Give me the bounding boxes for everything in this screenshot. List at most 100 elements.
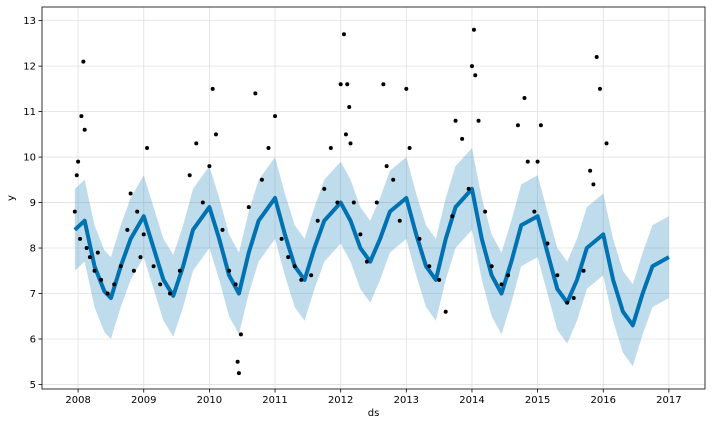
observed-point (384, 164, 389, 169)
observed-point (469, 64, 474, 69)
observed-point (309, 273, 314, 278)
observed-point (131, 268, 136, 273)
observed-point (207, 164, 212, 169)
observed-point (112, 282, 117, 287)
observed-point (591, 182, 596, 187)
y-tick-label: 7 (30, 289, 36, 300)
x-tick-label: 2009 (131, 395, 156, 406)
observed-point (555, 273, 560, 278)
observed-point (177, 268, 182, 273)
observed-point (315, 218, 320, 223)
y-axis-ticks: 5 6 7 8 9 10 11 12 13 (23, 16, 42, 391)
observed-point (453, 118, 458, 123)
y-tick-label: 11 (23, 107, 36, 118)
plot-frame (41, 6, 706, 390)
observed-point (565, 300, 570, 305)
observed-point (213, 132, 218, 137)
x-tick-label: 2013 (394, 395, 419, 406)
observed-point (489, 264, 494, 269)
observed-point (322, 186, 327, 191)
observed-point (299, 277, 304, 282)
observed-point (328, 145, 333, 150)
x-tick-label: 2017 (656, 395, 681, 406)
observed-point (194, 141, 199, 146)
observed-point (343, 132, 348, 137)
observed-point (81, 59, 86, 64)
observed-point (515, 123, 520, 128)
x-tick-label: 2014 (459, 395, 484, 406)
observed-point (437, 277, 442, 282)
observed-point (87, 255, 92, 260)
observed-point (95, 250, 100, 255)
observed-point (238, 332, 243, 337)
observed-point (273, 114, 278, 119)
observed-point (79, 114, 84, 119)
y-axis-label: y (6, 195, 17, 201)
observed-point (200, 200, 205, 205)
observed-point (236, 371, 241, 376)
observed-point (168, 291, 173, 296)
observed-point (128, 191, 133, 196)
observed-point (76, 159, 81, 164)
observed-point (397, 218, 402, 223)
observed-point (364, 259, 369, 264)
y-tick-label: 12 (23, 62, 36, 73)
observed-point (145, 145, 150, 150)
x-tick-label: 2015 (525, 395, 550, 406)
observed-point (545, 241, 550, 246)
observed-point (581, 268, 586, 273)
observed-point (506, 273, 511, 278)
observed-point (78, 236, 83, 241)
observed-point (358, 232, 363, 237)
observed-point (407, 145, 412, 150)
observed-point (450, 214, 455, 219)
observed-point (522, 95, 527, 100)
observed-point (604, 141, 609, 146)
observed-point (347, 105, 352, 110)
observed-point (105, 291, 110, 296)
observed-point (82, 127, 87, 132)
observed-point (341, 32, 346, 37)
observed-point (471, 27, 476, 32)
observed-point (532, 209, 537, 214)
observed-point (476, 118, 481, 123)
observed-point (473, 73, 478, 78)
observed-point (266, 145, 271, 150)
forecast-line (73, 186, 670, 328)
y-tick-label: 9 (30, 198, 36, 209)
observed-point (348, 141, 353, 146)
observed-point (538, 123, 543, 128)
x-tick-label: 2010 (197, 395, 222, 406)
x-tick-label: 2008 (65, 395, 90, 406)
observed-point (235, 359, 240, 364)
forecast-yhat-path (73, 186, 670, 328)
observed-point (72, 209, 77, 214)
observed-point (246, 205, 251, 210)
observed-point (125, 227, 130, 232)
observed-point (427, 264, 432, 269)
observed-point (571, 296, 576, 301)
observed-point (74, 173, 79, 178)
observed-point (525, 159, 530, 164)
observed-point (92, 268, 97, 273)
observed-point (597, 86, 602, 91)
observed-point (460, 136, 465, 141)
observed-point (335, 200, 340, 205)
observed-point (443, 309, 448, 314)
observed-point (351, 200, 356, 205)
observed-point (404, 86, 409, 91)
observed-point (233, 282, 238, 287)
observed-point (141, 232, 146, 237)
y-tick-label: 8 (30, 244, 36, 255)
observed-point (158, 282, 163, 287)
observed-point (499, 282, 504, 287)
gridlines (42, 7, 705, 389)
observed-point (292, 264, 297, 269)
observed-point (99, 277, 104, 282)
observed-point (417, 236, 422, 241)
observed-point (138, 255, 143, 260)
observed-point (259, 177, 264, 182)
observed-point (118, 264, 123, 269)
